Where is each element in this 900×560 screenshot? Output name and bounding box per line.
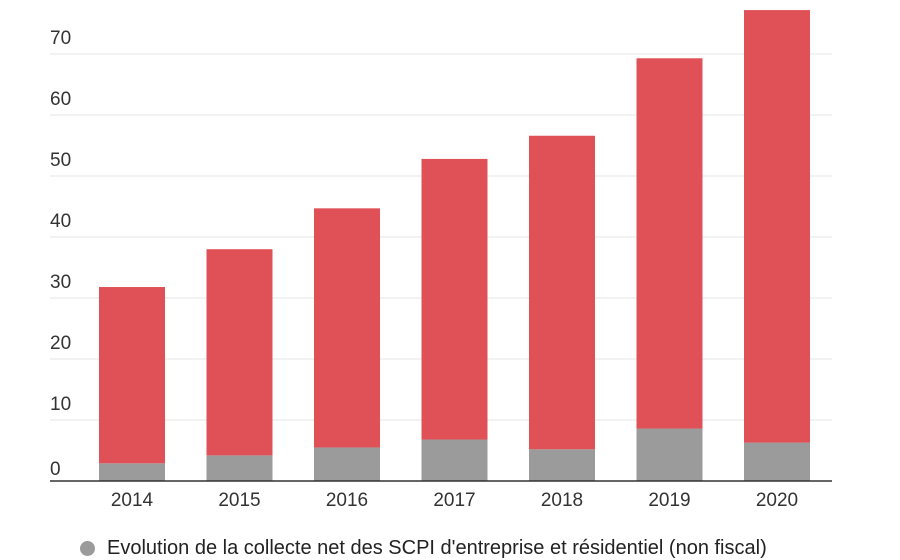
bar-segment-red-2014 bbox=[99, 287, 165, 464]
y-tick-label: 30 bbox=[50, 272, 71, 293]
bar-segment-grey-2014 bbox=[99, 463, 165, 481]
y-tick-label: 40 bbox=[50, 211, 71, 232]
y-tick-label: 50 bbox=[50, 150, 71, 171]
legend-label: Evolution de la collecte net des SCPI d'… bbox=[107, 536, 767, 559]
bar-chart: 0 10 20 30 40 50 60 70 2014 2015 2016 2017 2018 2019… bbox=[50, 10, 832, 511]
x-tick-label: 2019 bbox=[648, 490, 690, 511]
y-axis-ticks: 0 10 20 30 40 50 60 70 bbox=[50, 28, 71, 480]
legend-swatch-icon bbox=[80, 540, 95, 556]
bar-segment-red-2020 bbox=[744, 10, 810, 443]
bar-segment-red-2019 bbox=[636, 58, 703, 429]
bar-segment-grey-2019 bbox=[636, 428, 703, 481]
x-tick-label: 2016 bbox=[326, 490, 368, 511]
bar-segment-grey-2020 bbox=[744, 442, 810, 481]
bar-segment-red-2017 bbox=[421, 158, 488, 440]
x-tick-label: 2017 bbox=[433, 490, 475, 511]
y-tick-label: 60 bbox=[50, 89, 71, 110]
bar-segment-grey-2017 bbox=[421, 439, 488, 481]
x-tick-label: 2015 bbox=[218, 490, 260, 511]
legend: Evolution de la collecte net des SCPI d'… bbox=[80, 536, 767, 560]
bar-segment-red-2016 bbox=[314, 208, 380, 448]
y-tick-label: 0 bbox=[50, 459, 61, 480]
bars bbox=[99, 10, 810, 481]
bar-segment-grey-2018 bbox=[529, 449, 595, 481]
x-tick-label: 2020 bbox=[756, 490, 798, 511]
x-axis-ticks: 2014 2015 2016 2017 2018 2019 2020 bbox=[111, 490, 798, 511]
x-tick-label: 2014 bbox=[111, 490, 154, 511]
bar-segment-grey-2015 bbox=[206, 455, 273, 481]
bar-segment-red-2018 bbox=[529, 135, 595, 450]
x-tick-label: 2018 bbox=[541, 490, 583, 511]
y-tick-label: 20 bbox=[50, 333, 71, 354]
y-tick-label: 70 bbox=[50, 28, 71, 49]
bar-segment-grey-2016 bbox=[314, 447, 380, 481]
bar-segment-red-2015 bbox=[206, 249, 273, 456]
y-tick-label: 10 bbox=[50, 394, 71, 415]
